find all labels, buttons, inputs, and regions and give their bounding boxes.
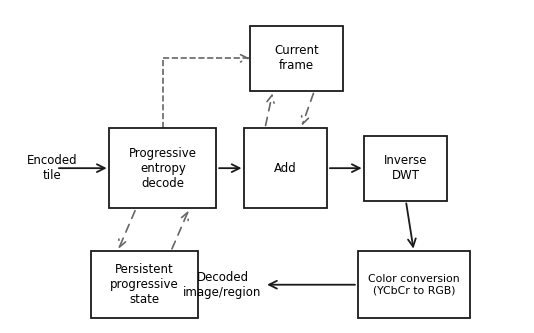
Bar bbox=[250, 26, 343, 91]
Bar bbox=[358, 251, 470, 318]
Text: Inverse
DWT: Inverse DWT bbox=[384, 154, 428, 182]
Text: Decoded
image/region: Decoded image/region bbox=[183, 271, 262, 299]
Text: Persistent
progressive
state: Persistent progressive state bbox=[110, 263, 178, 306]
Text: Add: Add bbox=[274, 162, 297, 175]
Text: Current
frame: Current frame bbox=[274, 44, 319, 72]
Bar bbox=[91, 251, 198, 318]
Text: Encoded
tile: Encoded tile bbox=[27, 154, 77, 182]
Bar bbox=[109, 128, 216, 208]
Bar bbox=[245, 128, 327, 208]
Text: Progressive
entropy
decode: Progressive entropy decode bbox=[129, 147, 197, 190]
Text: Color conversion
(YCbCr to RGB): Color conversion (YCbCr to RGB) bbox=[368, 274, 460, 295]
Bar bbox=[364, 136, 447, 200]
